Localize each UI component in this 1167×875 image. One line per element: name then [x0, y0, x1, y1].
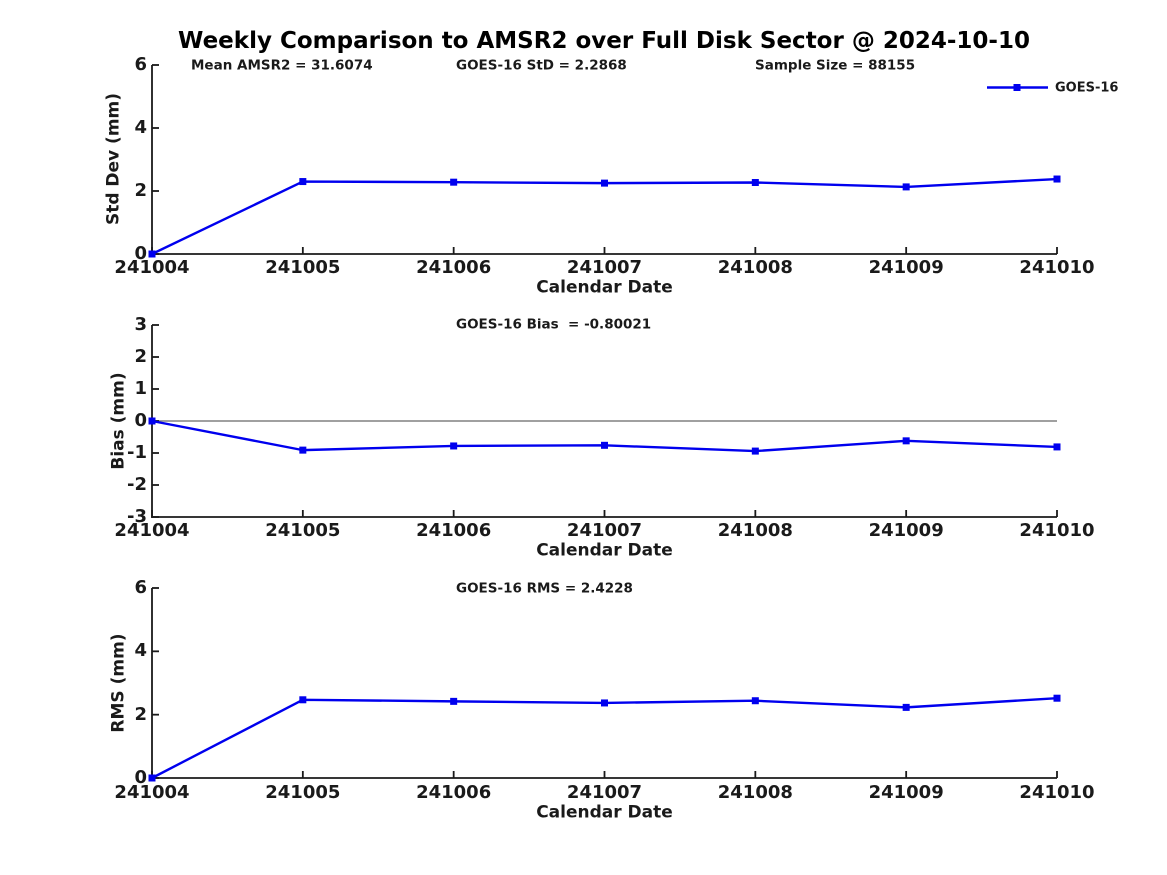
std-dev-subplot-x-tick-label: 241005: [265, 257, 341, 278]
bias-subplot-y-tick-label: -3: [127, 506, 147, 527]
rms-subplot-x-tick-label: 241004: [114, 782, 190, 803]
rms-subplot-data-marker: [299, 696, 307, 704]
std-dev-subplot-data-marker: [148, 250, 156, 258]
std-dev-subplot-annotation: Mean AMSR2 = 31.6074: [191, 57, 373, 74]
rms-subplot-x-tick-label: 241010: [1019, 782, 1095, 803]
rms-subplot-x-axis-title: Calendar Date: [536, 802, 673, 823]
std-dev-subplot-x-axis-title: Calendar Date: [536, 277, 673, 298]
legend-label: GOES-16: [1055, 80, 1119, 96]
bias-subplot-y-tick-label: 3: [134, 314, 147, 335]
bias-subplot-x-tick-label: 241008: [717, 520, 793, 541]
bias-subplot-x-tick-label: 241006: [416, 520, 492, 541]
bias-subplot-x-tick-label: 241009: [868, 520, 944, 541]
bias-subplot-y-axis-title: Bias (mm): [108, 372, 129, 470]
rms-subplot-y-tick-label: 0: [134, 767, 147, 788]
std-dev-subplot-x-tick-label: 241008: [717, 257, 793, 278]
bias-subplot-data-marker: [601, 441, 608, 449]
rms-subplot-x-tick-label: 241007: [566, 782, 643, 803]
rms-subplot-data-marker: [450, 697, 458, 705]
rms-subplot-data-marker: [751, 697, 759, 705]
rms-subplot-data-marker: [148, 774, 156, 782]
std-dev-subplot-y-tick-label: 4: [134, 117, 147, 138]
std-dev-subplot-y-tick-label: 6: [134, 54, 147, 75]
std-dev-subplot-data-marker: [751, 178, 759, 186]
bias-subplot-x-tick-label: 241005: [265, 520, 341, 541]
bias-subplot-y-tick-label: -2: [127, 474, 147, 495]
rms-subplot-y-tick-label: 2: [134, 703, 147, 725]
rms-subplot-y-tick-label: 6: [134, 577, 147, 598]
rms-subplot-y-axis-title: RMS (mm): [108, 633, 129, 733]
rms-subplot-data-marker: [601, 699, 608, 707]
bias-subplot-x-tick-label: 241007: [566, 520, 643, 541]
rms-subplot-x-tick-label: 241009: [868, 782, 944, 803]
bias-subplot-annotation: GOES-16 Bias = -0.80021: [456, 316, 652, 333]
bias-subplot-y-tick-label: 0: [134, 410, 147, 431]
std-dev-subplot-annotation: GOES-16 StD = 2.2868: [456, 57, 627, 74]
std-dev-subplot-x-tick-label: 241004: [114, 257, 190, 278]
std-dev-subplot-data-marker: [450, 178, 458, 186]
std-dev-subplot-data-line: [151, 177, 1058, 256]
std-dev-subplot-x-tick-label: 241009: [868, 257, 944, 278]
rms-subplot-y-tick-label: 4: [134, 640, 147, 662]
rms-subplot-x-tick-label: 241008: [717, 782, 793, 803]
rms-subplot-annotation: GOES-16 RMS = 2.4228: [456, 580, 633, 597]
std-dev-subplot-x-tick-label: 241007: [566, 257, 643, 278]
bias-subplot-x-axis-title: Calendar Date: [536, 540, 673, 561]
bias-subplot-y-tick-label: -1: [127, 442, 147, 463]
std-dev-subplot-x-tick-label: 241010: [1019, 257, 1095, 278]
bias-subplot-y-tick-label: 2: [134, 346, 147, 367]
chart-title: Weekly Comparison to AMSR2 over Full Dis…: [178, 28, 1030, 54]
bias-subplot-data-marker: [148, 417, 156, 425]
std-dev-subplot-data-marker: [299, 178, 307, 186]
std-dev-subplot-x-tick-label: 241006: [416, 257, 492, 278]
rms-subplot-x-tick-label: 241005: [265, 782, 341, 803]
std-dev-subplot-y-axis-title: Std Dev (mm): [103, 92, 124, 226]
bias-subplot-data-marker: [299, 446, 307, 454]
rms-subplot-data-marker: [1053, 694, 1061, 702]
bias-subplot-data-marker: [751, 447, 759, 455]
bias-subplot-data-marker: [902, 437, 910, 445]
bias-subplot-x-tick-label: 241004: [114, 520, 190, 541]
rms-subplot-data-line: [151, 697, 1058, 780]
bias-subplot-data-marker: [1053, 443, 1061, 451]
rms-subplot-data-marker: [902, 703, 910, 711]
rms-subplot-x-tick-label: 241006: [416, 782, 492, 803]
std-dev-subplot-y-tick-label: 2: [134, 180, 147, 201]
std-dev-subplot-data-marker: [1053, 175, 1061, 183]
std-dev-subplot-data-marker: [601, 179, 608, 187]
bias-subplot-x-tick-label: 241010: [1019, 520, 1095, 541]
bias-subplot-y-tick-label: 1: [134, 378, 147, 399]
bias-subplot-data-marker: [450, 442, 458, 450]
std-dev-subplot-y-tick-label: 0: [134, 243, 147, 264]
std-dev-subplot-data-marker: [902, 183, 910, 191]
std-dev-subplot-annotation: Sample Size = 88155: [755, 57, 916, 74]
legend-marker-sample: [1013, 84, 1021, 91]
